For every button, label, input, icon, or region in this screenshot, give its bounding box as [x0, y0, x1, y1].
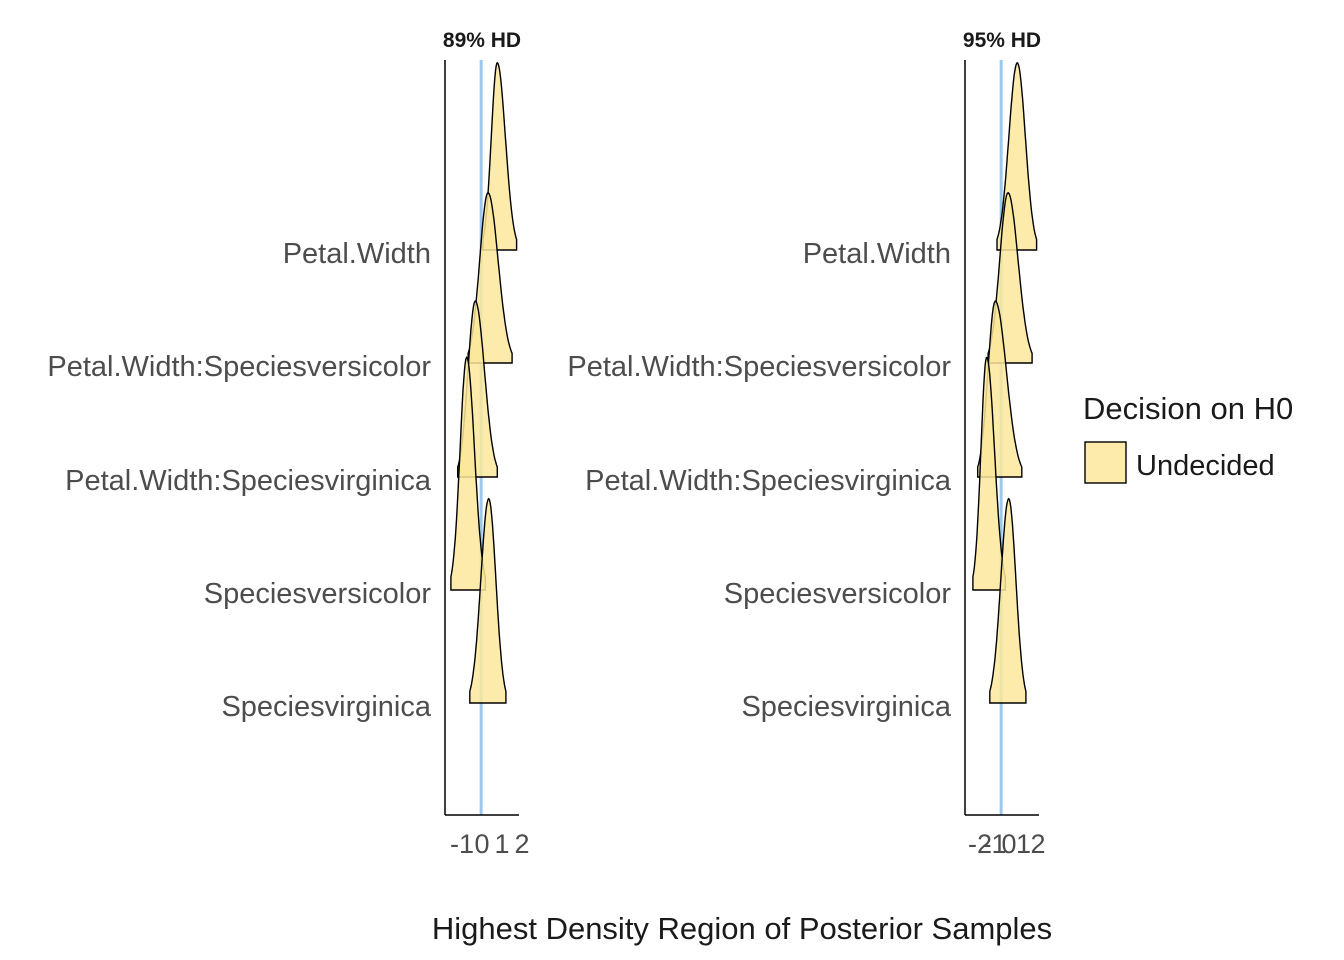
panel-2: 95% HD Petal.Width Petal.Width:Speciesvers…: [567, 29, 1045, 859]
x-axis-label: Highest Density Region of Posterior Samp…: [432, 911, 1052, 946]
x-tick-label: -2: [968, 829, 992, 859]
y-tick-label: Petal.Width:Speciesvirginica: [65, 465, 432, 497]
x-tick-label: 0: [474, 829, 489, 859]
x-tick-label: 1: [1016, 829, 1031, 859]
y-tick-label: Petal.Width:Speciesversicolor: [567, 351, 951, 383]
y-tick-label: Speciesvirginica: [221, 691, 431, 723]
panel-title: 89% HD: [443, 29, 521, 52]
x-tick-label: -1: [982, 829, 1006, 859]
y-tick-label: Petal.Width: [283, 238, 431, 270]
x-tick-label: 2: [1030, 829, 1045, 859]
y-tick-label: Speciesversicolor: [724, 578, 952, 610]
legend: Decision on H0 Undecided: [1083, 391, 1293, 484]
y-tick-label: Petal.Width:Speciesvirginica: [585, 465, 952, 497]
x-tick-label: 0: [1001, 829, 1016, 859]
x-tick-label: -1: [450, 829, 474, 859]
y-tick-label: Petal.Width: [803, 238, 951, 270]
density-speciesversicolor: [450, 355, 486, 591]
x-tick-label: 2: [514, 829, 529, 859]
density-speciesvirginica: [469, 497, 507, 704]
chart-panels: 89% HD Petal.Width Petal.Width:Speciesvers…: [47, 29, 1045, 859]
panel-1: 89% HD Petal.Width Petal.Width:Speciesvers…: [47, 29, 529, 859]
density-speciesversicolor: [972, 356, 1006, 591]
y-tick-label: Petal.Width:Speciesversicolor: [47, 351, 431, 383]
panel-title: 95% HD: [963, 29, 1041, 52]
x-tick-label: 1: [494, 829, 509, 859]
legend-swatch: [1084, 441, 1127, 484]
density-speciesvirginica: [989, 497, 1027, 704]
legend-title: Decision on H0: [1083, 391, 1293, 426]
y-tick-label: Speciesversicolor: [204, 578, 432, 610]
legend-label: Undecided: [1136, 450, 1275, 482]
y-tick-label: Speciesvirginica: [741, 691, 951, 723]
